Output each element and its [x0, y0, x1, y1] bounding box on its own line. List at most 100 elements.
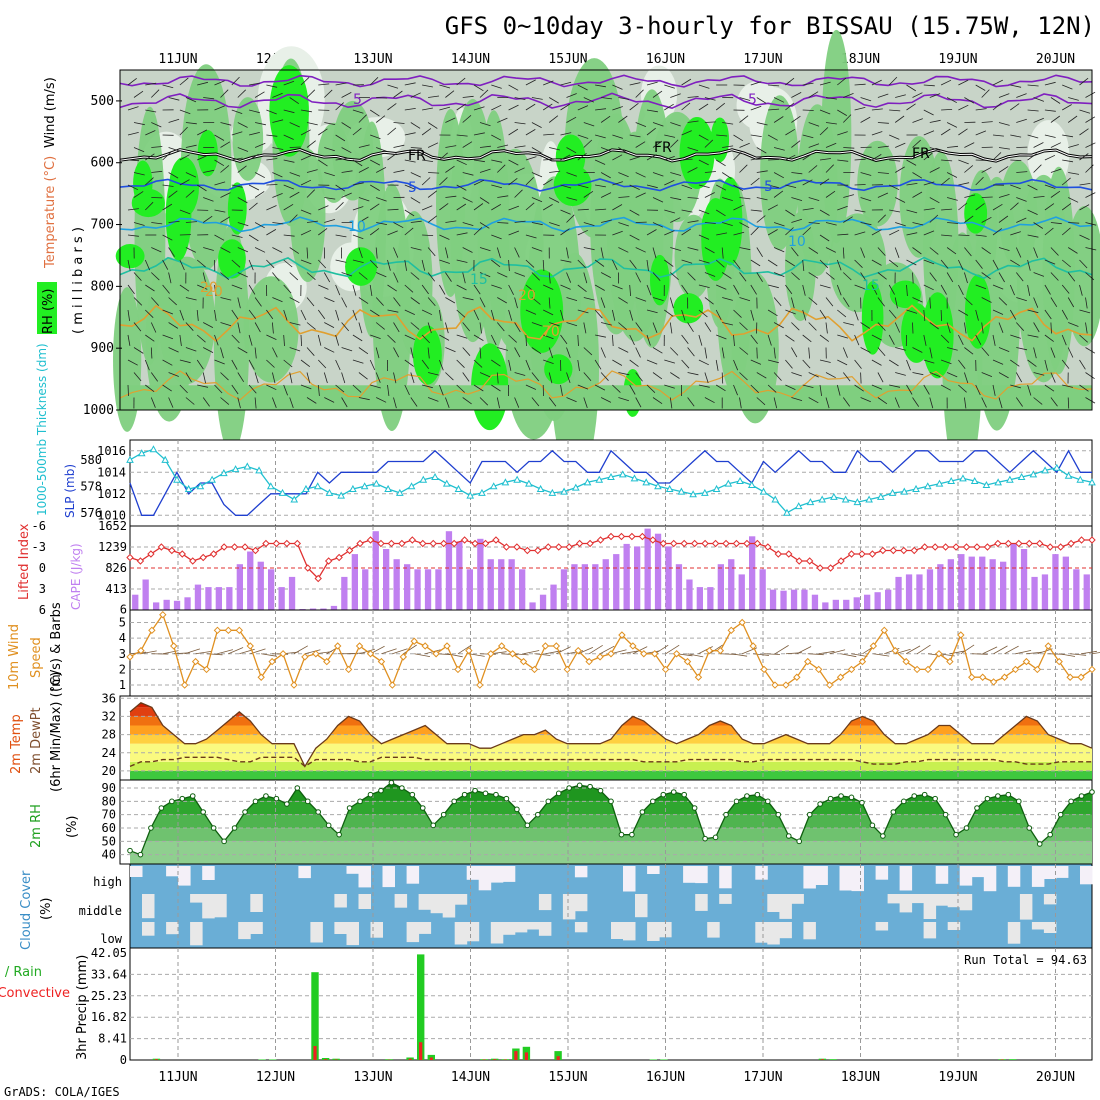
- wind-barb: [722, 222, 733, 226]
- wind-barb: [981, 166, 992, 173]
- wind-barb: [860, 372, 862, 384]
- wind-barb: [825, 122, 837, 125]
- wind-barb: [352, 109, 364, 114]
- wind-barb: [203, 169, 215, 173]
- wind-barb: [179, 126, 188, 136]
- wind-barb: [739, 372, 748, 381]
- wind-barb: [352, 234, 364, 240]
- wind-barb: [629, 209, 640, 216]
- lifted-index-line-point: [324, 557, 333, 565]
- wind-barb: [646, 359, 658, 365]
- wind-barb: [1009, 309, 1017, 320]
- wind-barb: [358, 272, 368, 280]
- wind-barb: [335, 82, 347, 86]
- wind-barb: [283, 184, 295, 190]
- cloud-clear-cell: [250, 894, 263, 912]
- wind-barb: [456, 359, 465, 368]
- wind-barb: [1067, 297, 1075, 308]
- wind-barb: [151, 89, 160, 98]
- wind-barb: [1044, 203, 1055, 211]
- thickness-line-point: [419, 475, 428, 483]
- wind-barb: [981, 297, 992, 303]
- wind-barb: [525, 156, 537, 161]
- wind-barb: [646, 229, 657, 236]
- wind-barb: [600, 372, 609, 381]
- wind-barb: [514, 122, 526, 125]
- rh-saturated-patch: [520, 269, 564, 353]
- wind-barb: [231, 131, 243, 136]
- precip-total-bar: [427, 1054, 435, 1060]
- wind-speed-line-point: [246, 642, 254, 650]
- wind-barb: [1061, 203, 1072, 211]
- cloud-clear-cell: [166, 866, 179, 877]
- wind-barb: [214, 134, 225, 141]
- cape-bar: [581, 564, 588, 610]
- wind-barb: [335, 202, 344, 211]
- wind-barb: [894, 297, 898, 309]
- thickness-line-point: [1052, 463, 1061, 471]
- lifted-index-line-point: [690, 539, 699, 548]
- wind-barb: [750, 284, 757, 295]
- wind-barb: [151, 222, 163, 225]
- cape-bar: [550, 584, 557, 610]
- surface-wind-barb: [960, 644, 975, 655]
- thickness-line-point: [384, 484, 392, 492]
- wind-barb: [497, 222, 509, 224]
- wind-barb: [289, 97, 300, 105]
- wind-barb: [248, 384, 257, 394]
- wind-barb: [618, 147, 628, 154]
- surface-wind-barb: [414, 653, 431, 657]
- wind-barb: [670, 372, 680, 379]
- wind-barb: [739, 247, 751, 251]
- cloud-clear-cell: [1043, 894, 1057, 905]
- wind-barb: [531, 322, 543, 327]
- wind-barb: [168, 297, 177, 306]
- wind-barb: [1050, 168, 1062, 173]
- wind-barb: [428, 172, 440, 174]
- wind-speed-line-point: [814, 665, 823, 674]
- wind-speed-line-point: [574, 646, 582, 655]
- temp-tick: 36: [102, 691, 116, 705]
- wind-barb: [479, 168, 491, 173]
- wind-speed-line-point: [935, 650, 943, 658]
- wind-barb: [548, 272, 551, 284]
- lifted-index-tick: 6: [39, 603, 46, 617]
- wind-speed-line-point: [1011, 665, 1020, 674]
- wind-barb: [508, 205, 520, 211]
- wind-barb: [929, 197, 940, 204]
- wind-barb: [127, 259, 131, 271]
- wind-barb: [127, 284, 135, 295]
- precip-label-a: Total / Rain: [0, 965, 42, 980]
- wind-barb: [704, 322, 712, 332]
- wind-barb: [185, 97, 197, 103]
- wind-barb: [739, 197, 751, 200]
- contour-minus5: [119, 92, 1093, 110]
- rh-line-point: [911, 793, 918, 799]
- wind-barb: [612, 334, 614, 347]
- wind-barb: [548, 97, 559, 104]
- wind-barb: [646, 259, 649, 271]
- wind-barb: [595, 334, 606, 338]
- cape-bar: [404, 564, 411, 610]
- wind-speed-line-point: [148, 626, 156, 635]
- wind-barb: [912, 322, 914, 334]
- wind-barb: [531, 122, 542, 128]
- wind-barb: [393, 397, 397, 409]
- rh-line-point: [880, 833, 886, 839]
- wind-barb: [248, 234, 259, 242]
- wind-barb: [427, 272, 436, 282]
- wind-speed-line-point: [333, 642, 342, 650]
- wind-barb: [958, 182, 970, 186]
- wind-barb: [629, 284, 631, 297]
- precip-total-bar: [385, 1059, 393, 1060]
- precip-tick: 33.64: [91, 967, 127, 981]
- cloud-clear-cell: [454, 894, 468, 905]
- wind-barb: [767, 334, 772, 346]
- wind-barb: [583, 222, 595, 226]
- surface-wind-barb: [873, 653, 890, 657]
- wind-barb: [439, 152, 448, 161]
- cape-bar: [1062, 556, 1069, 610]
- cape-bar: [226, 587, 233, 610]
- wind-barb: [473, 106, 485, 111]
- wind-barb: [439, 334, 450, 341]
